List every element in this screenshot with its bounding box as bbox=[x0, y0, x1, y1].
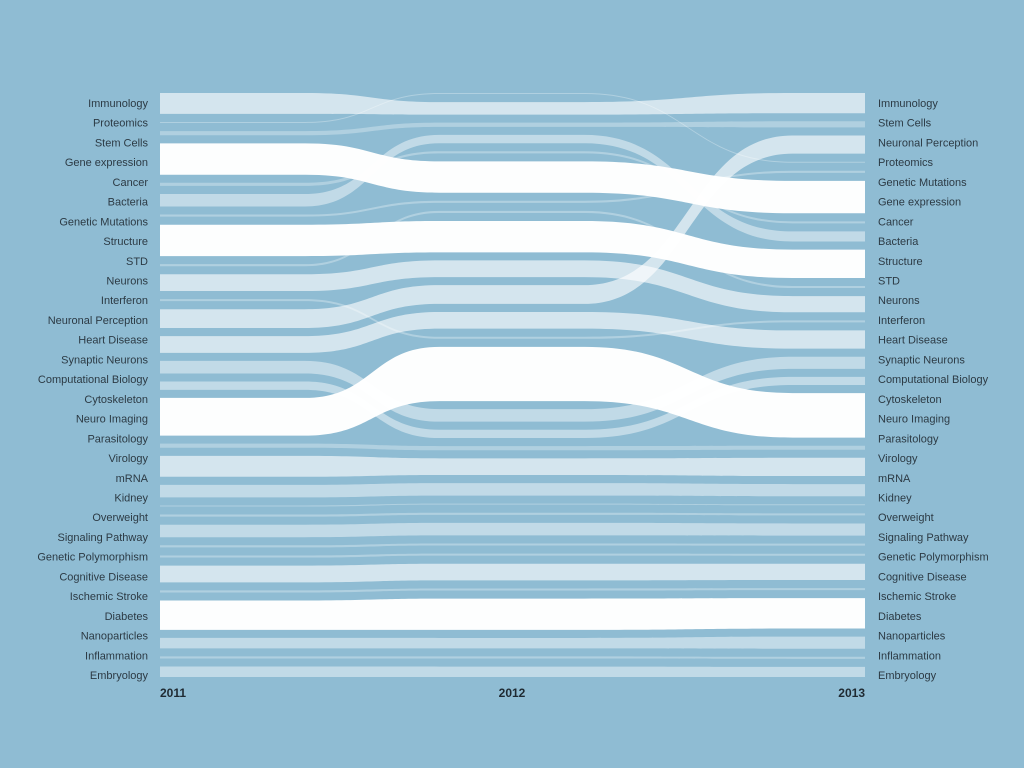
right-label-bacteria: Bacteria bbox=[878, 236, 919, 248]
left-label-neuronal-perception: Neuronal Perception bbox=[48, 315, 148, 327]
left-label-interferon: Interferon bbox=[101, 295, 148, 307]
flow-band-cognitive-disease bbox=[160, 563, 865, 583]
flow-band-kidney bbox=[160, 512, 865, 517]
right-label-embryology: Embryology bbox=[878, 670, 937, 682]
left-label-genetic-mutations: Genetic Mutations bbox=[59, 216, 148, 228]
left-label-embryology: Embryology bbox=[90, 670, 149, 682]
right-label-neurons: Neurons bbox=[878, 295, 920, 307]
left-label-proteomics: Proteomics bbox=[93, 118, 149, 130]
flow-band-genetic-polymorphism bbox=[160, 553, 865, 558]
left-label-diabetes: Diabetes bbox=[105, 611, 149, 623]
year-axis: 2011 2012 2013 bbox=[160, 686, 865, 700]
right-label-immunology: Immunology bbox=[878, 98, 938, 110]
left-label-genetic-polymorphism: Genetic Polymorphism bbox=[37, 552, 148, 564]
right-label-interferon: Interferon bbox=[878, 315, 925, 327]
right-label-heart-disease: Heart Disease bbox=[878, 335, 948, 347]
flow-band-synaptic-neurons bbox=[160, 356, 865, 422]
flow-band-immunology bbox=[160, 93, 865, 115]
left-label-virology: Virology bbox=[108, 453, 148, 465]
right-label-std: STD bbox=[878, 276, 900, 288]
year-label-2013: 2013 bbox=[838, 686, 865, 700]
right-label-inflammation: Inflammation bbox=[878, 650, 941, 662]
right-label-diabetes: Diabetes bbox=[878, 611, 922, 623]
left-label-gene-expression: Gene expression bbox=[65, 157, 148, 169]
flow-band-structure bbox=[160, 221, 865, 278]
right-label-genetic-polymorphism: Genetic Polymorphism bbox=[878, 552, 989, 564]
right-label-neuronal-perception: Neuronal Perception bbox=[878, 137, 978, 149]
flow-band-signaling-pathway bbox=[160, 543, 865, 548]
flow-band-mrna bbox=[160, 503, 865, 507]
flow-band-neurons bbox=[160, 260, 865, 313]
left-label-nanoparticles: Nanoparticles bbox=[81, 631, 149, 643]
left-label-cognitive-disease: Cognitive Disease bbox=[59, 571, 148, 583]
left-label-immunology: Immunology bbox=[88, 98, 148, 110]
left-label-stem-cells: Stem Cells bbox=[95, 137, 149, 149]
right-label-neuro-imaging: Neuro Imaging bbox=[878, 414, 950, 426]
flow-band-embryology bbox=[160, 666, 865, 677]
flow-band-gene-expression bbox=[160, 143, 865, 214]
left-labels: Immunology Proteomics Stem Cells Gene expre… bbox=[37, 98, 149, 682]
left-label-overweight: Overweight bbox=[92, 512, 148, 524]
right-label-kidney: Kidney bbox=[878, 492, 912, 504]
right-label-cancer: Cancer bbox=[878, 216, 914, 228]
left-label-heart-disease: Heart Disease bbox=[78, 335, 148, 347]
right-label-overweight: Overweight bbox=[878, 512, 934, 524]
left-label-kidney: Kidney bbox=[114, 492, 148, 504]
right-label-cytoskeleton: Cytoskeleton bbox=[878, 394, 942, 406]
left-label-cytoskeleton: Cytoskeleton bbox=[84, 394, 148, 406]
flow-band-nanoparticles bbox=[160, 636, 865, 649]
flow-band-cytoskeleton bbox=[160, 346, 865, 438]
right-label-nanoparticles: Nanoparticles bbox=[878, 631, 946, 643]
left-label-neuro-imaging: Neuro Imaging bbox=[76, 414, 148, 426]
flow-band-inflammation bbox=[160, 656, 865, 659]
flow-band-computational-biology bbox=[160, 376, 865, 439]
left-label-structure: Structure bbox=[103, 236, 148, 248]
flow-band-stem-cells bbox=[160, 121, 865, 136]
right-labels: Immunology Stem Cells Neuronal Perception P… bbox=[878, 98, 989, 682]
left-label-std: STD bbox=[126, 256, 148, 268]
flow-band-heart-disease bbox=[160, 311, 865, 353]
flow-band-overweight bbox=[160, 522, 865, 538]
left-label-neurons: Neurons bbox=[106, 276, 148, 288]
flow-band-parasitology bbox=[160, 455, 865, 477]
flow-band-neuro-imaging bbox=[160, 443, 865, 451]
left-label-bacteria: Bacteria bbox=[108, 197, 149, 209]
flow-band-diabetes bbox=[160, 598, 865, 630]
left-label-mrna: mRNA bbox=[116, 473, 149, 485]
right-label-proteomics: Proteomics bbox=[878, 157, 934, 169]
year-label-2011: 2011 bbox=[160, 686, 186, 700]
year-label-2012: 2012 bbox=[499, 686, 526, 700]
right-label-virology: Virology bbox=[878, 453, 918, 465]
right-label-structure: Structure bbox=[878, 256, 923, 268]
right-label-ischemic-stroke: Ischemic Stroke bbox=[878, 591, 956, 603]
left-label-synaptic-neurons: Synaptic Neurons bbox=[61, 354, 148, 366]
left-label-computational-biology: Computational Biology bbox=[38, 374, 149, 386]
right-label-signaling-pathway: Signaling Pathway bbox=[878, 532, 969, 544]
flow-bands bbox=[160, 93, 865, 677]
right-label-cognitive-disease: Cognitive Disease bbox=[878, 571, 967, 583]
flow-band-neuronal-perception bbox=[160, 135, 865, 329]
flow-band-virology bbox=[160, 483, 865, 498]
left-label-inflammation: Inflammation bbox=[85, 650, 148, 662]
right-label-stem-cells: Stem Cells bbox=[878, 118, 932, 130]
right-label-computational-biology: Computational Biology bbox=[878, 374, 989, 386]
right-label-synaptic-neurons: Synaptic Neurons bbox=[878, 354, 965, 366]
left-label-ischemic-stroke: Ischemic Stroke bbox=[70, 591, 148, 603]
right-label-gene-expression: Gene expression bbox=[878, 197, 961, 209]
right-label-mrna: mRNA bbox=[878, 473, 911, 485]
right-label-genetic-mutations: Genetic Mutations bbox=[878, 177, 967, 189]
left-label-signaling-pathway: Signaling Pathway bbox=[57, 532, 148, 544]
right-label-parasitology: Parasitology bbox=[878, 433, 939, 445]
left-label-parasitology: Parasitology bbox=[87, 433, 148, 445]
left-label-cancer: Cancer bbox=[113, 177, 149, 189]
flow-band-ischemic-stroke bbox=[160, 588, 865, 593]
